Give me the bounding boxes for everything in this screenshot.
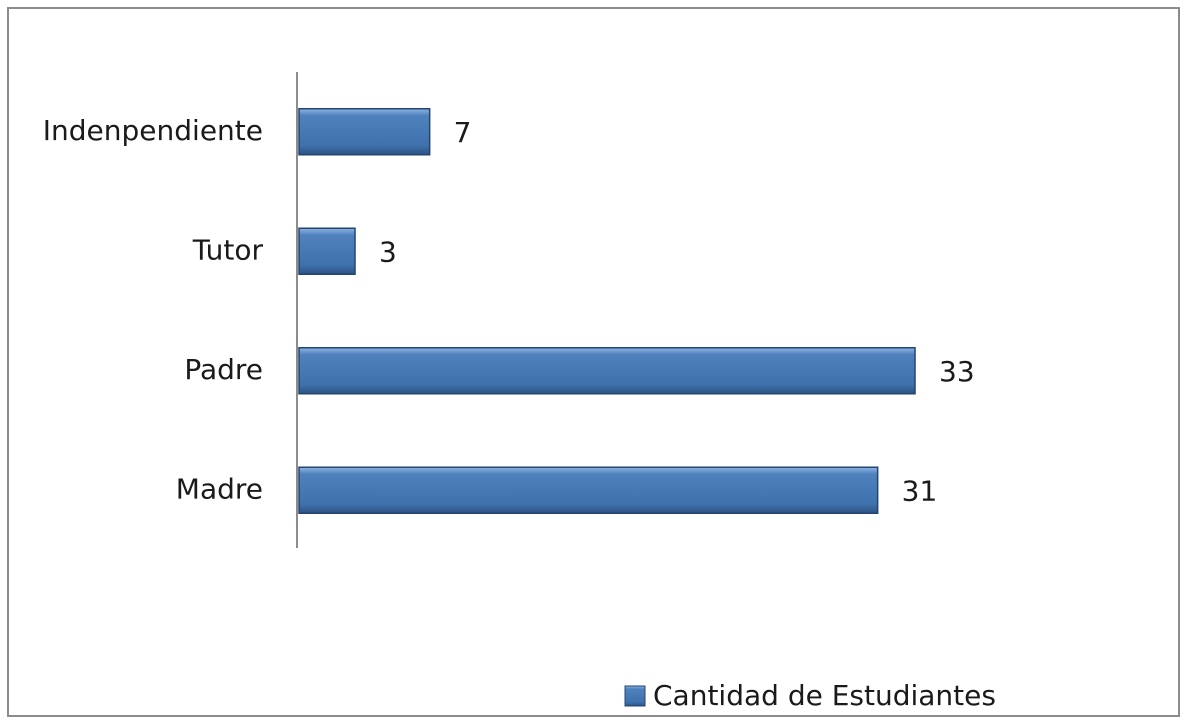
bar: [298, 347, 916, 395]
data-label: 33: [939, 355, 975, 388]
data-label: 7: [454, 116, 472, 149]
legend-swatch: [624, 685, 646, 707]
data-label: 3: [379, 235, 397, 268]
y-tick-label: Tutor: [192, 233, 264, 266]
y-tick-label: Indenpendiente: [43, 114, 263, 147]
bar: [298, 466, 879, 514]
data-label: 31: [902, 474, 938, 507]
y-tick-label: Madre: [176, 472, 263, 505]
bar: [298, 108, 431, 156]
legend-label: Cantidad de Estudiantes: [653, 679, 996, 712]
y-tick-label: Padre: [184, 353, 263, 386]
bar: [298, 227, 356, 275]
